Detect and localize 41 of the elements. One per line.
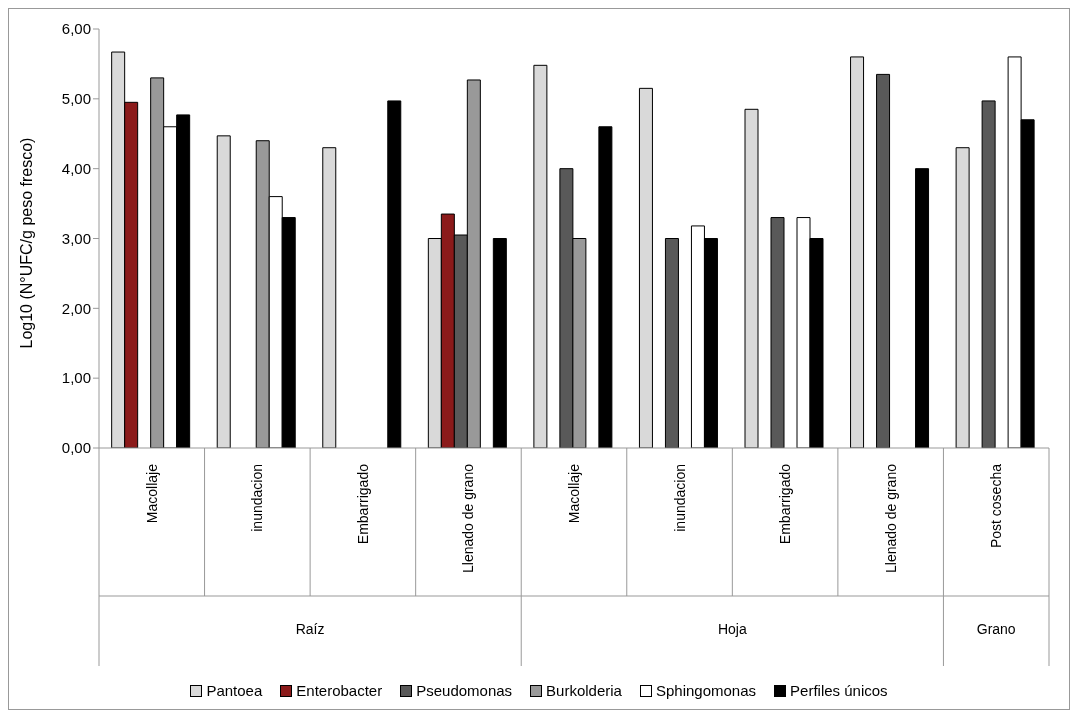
bar [850, 56, 865, 448]
x-tick-label: Post cosecha [988, 463, 1005, 549]
bar [664, 238, 679, 448]
bar [492, 238, 507, 448]
text: Raíz [295, 621, 325, 637]
y-tick-label: 4,00 [61, 159, 91, 177]
x-tick-label: Embarrigado [777, 463, 794, 545]
y-tick-label: 0,00 [61, 439, 91, 457]
legend-label: Burkolderia [545, 682, 622, 699]
x-tick-label: Embarrigado [354, 463, 371, 545]
y-tick-label: 2,00 [61, 299, 91, 317]
y-tick-label: 5,00 [61, 90, 91, 108]
x-tick-label: Macollaje [143, 463, 160, 524]
bar [981, 100, 996, 448]
legend-label: Sphingomonas [654, 682, 757, 699]
bar [638, 87, 653, 448]
text: Hoja [717, 621, 747, 637]
bar [322, 147, 337, 448]
legend-label: Perfiles únicos [789, 682, 888, 699]
bar [598, 126, 613, 448]
legend-label: Pantoea [205, 682, 263, 699]
x-tick-label: Macollaje [566, 463, 582, 524]
x-tick-label: Llenado de grano [460, 463, 477, 573]
bar [770, 217, 785, 448]
x-tick-label: inundacion [249, 464, 266, 532]
bar [876, 73, 891, 448]
bar [744, 108, 759, 448]
bar [915, 168, 930, 448]
bar [955, 147, 970, 448]
x-tick-label: inundacion [671, 464, 688, 532]
bar [216, 135, 231, 448]
y-tick-label: 3,00 [61, 229, 91, 247]
y-tick-label: 6,00 [61, 20, 91, 38]
text: Grano [976, 621, 1016, 637]
y-axis-title: Log10 (N°UFC/g peso fresco) [17, 137, 35, 349]
bar [533, 64, 548, 448]
legend-label: Enterobacter [295, 682, 383, 699]
bar [387, 100, 402, 448]
legend-label: Pseudomonas [415, 682, 513, 699]
y-tick-label: 1,00 [61, 369, 91, 387]
x-tick-label: Llenado de grano [882, 463, 899, 573]
